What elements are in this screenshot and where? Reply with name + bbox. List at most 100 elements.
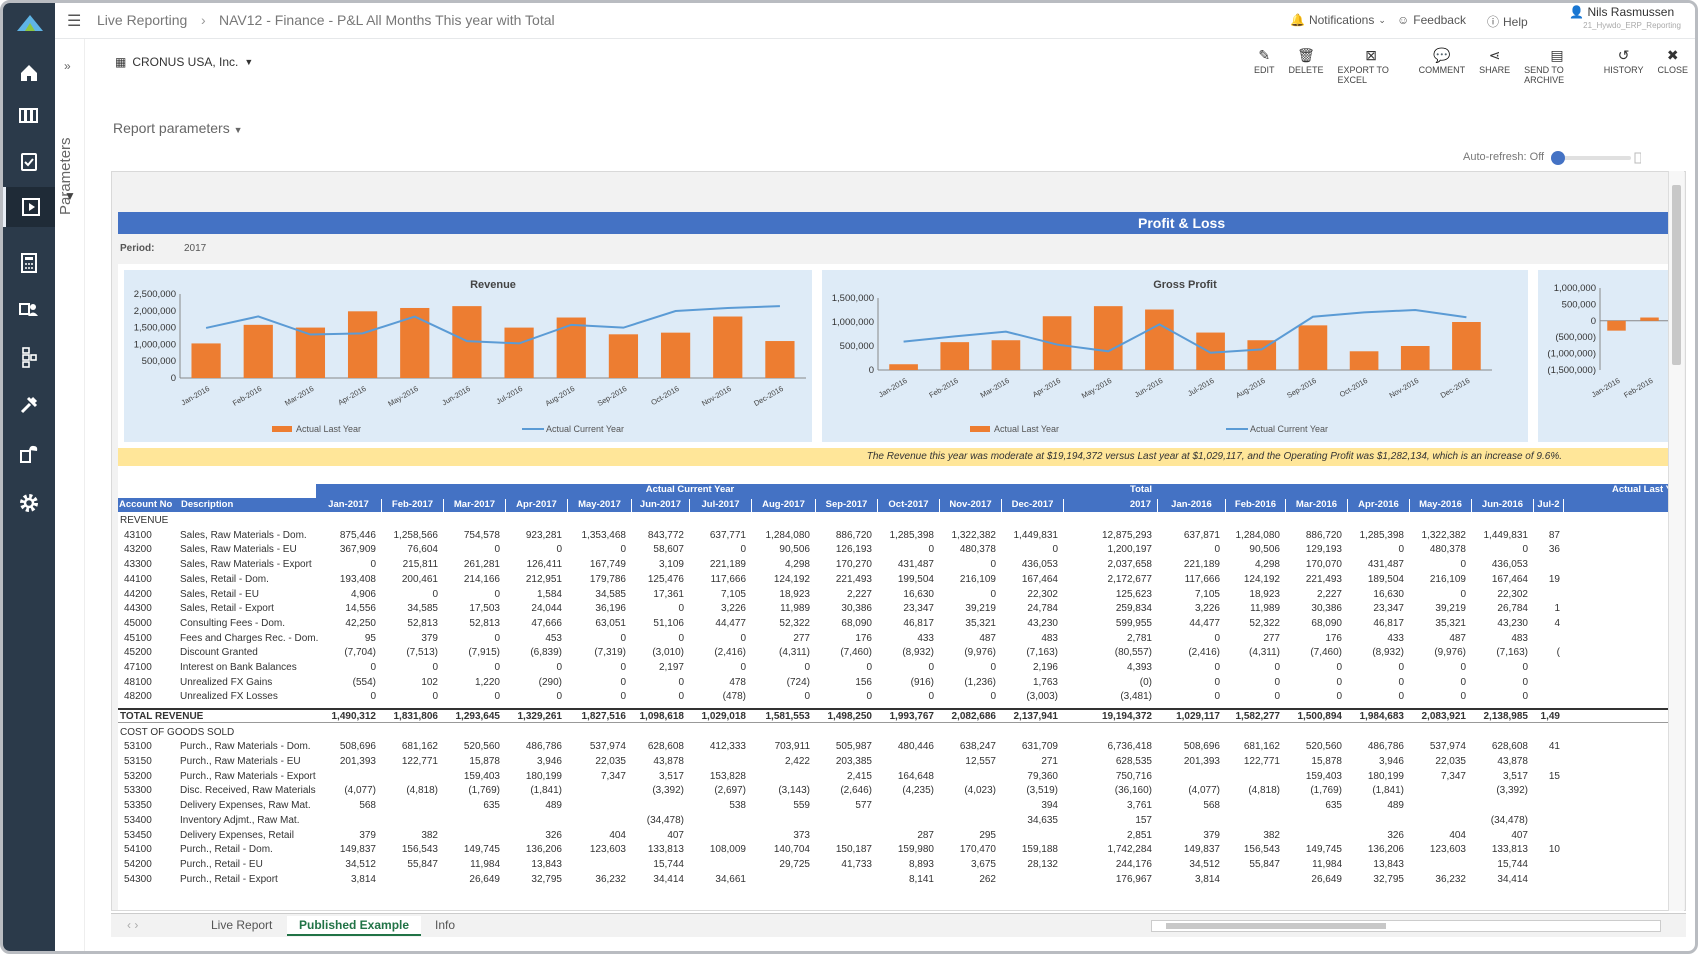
edit-button[interactable]: ✎ EDIT — [1254, 45, 1275, 85]
table-cell: 16,630 — [1373, 588, 1404, 600]
sheet-tabs: ‹ › Live Report Published Example Info — [111, 913, 1686, 937]
table-cell: 628,608 — [647, 741, 684, 753]
vertical-scroll-thumb[interactable] — [1672, 185, 1681, 365]
column-header[interactable]: Apr-2017 — [506, 499, 568, 512]
account-no: 44100 — [124, 573, 152, 585]
table-cell: 1,742,284 — [1107, 844, 1153, 856]
company-selector[interactable]: ▦ CRONUS USA, Inc. ▼ — [115, 55, 253, 69]
gear-icon[interactable] — [15, 489, 43, 517]
account-no: 45200 — [124, 647, 152, 659]
calculator-icon[interactable] — [15, 249, 43, 277]
toolbar-label: CLOSE — [1657, 65, 1688, 75]
table-cell: 95 — [364, 632, 376, 644]
share-button[interactable]: ⋖ SHARE — [1479, 45, 1510, 85]
column-header[interactable]: Jun-2016 — [1472, 499, 1534, 512]
filter-icon[interactable]: ▼ — [64, 189, 76, 203]
table-cell: 58,607 — [653, 544, 684, 556]
horizontal-scrollbar[interactable] — [1151, 920, 1661, 932]
vertical-scrollbar[interactable] — [1668, 171, 1684, 911]
column-header[interactable]: Feb-2017 — [382, 499, 444, 512]
cloud-data-icon[interactable] — [15, 439, 43, 467]
tools-icon[interactable] — [15, 391, 43, 419]
breadcrumb-live-reporting[interactable]: Live Reporting — [97, 12, 188, 28]
column-header[interactable]: Jan-2017 — [316, 499, 382, 512]
account-description: Consulting Fees - Dom. — [180, 617, 286, 629]
history-button[interactable]: ↺ HISTORY — [1604, 45, 1644, 85]
table-cell: 55,847 — [1249, 858, 1280, 870]
close-button[interactable]: ✖ CLOSE — [1657, 45, 1688, 85]
y-tick-label: 1,000,000 — [832, 317, 874, 328]
hamburger-menu-icon[interactable]: ☰ — [67, 13, 82, 30]
column-header[interactable]: Jan-2016 — [1158, 499, 1226, 512]
period-value: 2017 — [184, 243, 207, 254]
table-cell: 1,029,117 — [1176, 711, 1220, 723]
send-to-archive-button[interactable]: ▤ SEND TO ARCHIVE — [1524, 45, 1590, 86]
column-header[interactable]: Sep-2017 — [816, 499, 878, 512]
column-header[interactable]: Aug-2017 — [752, 499, 816, 512]
table-cell: 886,720 — [835, 529, 872, 541]
table-cell: 32,795 — [531, 873, 562, 885]
report-parameters-toggle[interactable]: Report parameters ▼ — [113, 120, 243, 136]
account-description: Sales, Raw Materials - Dom. — [180, 529, 307, 541]
table-cell: 379 — [421, 632, 438, 644]
export-to-excel-button[interactable]: ⊠ EXPORT TO EXCEL — [1338, 45, 1405, 86]
horizontal-scroll-thumb[interactable] — [1166, 923, 1386, 929]
clipboard-icon[interactable] — [15, 147, 43, 175]
column-header[interactable]: Dec-2017 — [1002, 499, 1064, 512]
column-header[interactable]: May-2017 — [568, 499, 632, 512]
table-cell: (9,976) — [964, 647, 996, 659]
tab-info[interactable]: Info — [435, 918, 456, 932]
user-menu[interactable]: 👤 Nils Rasmussen 21_Hywdo_ERP_Reporting — [1569, 6, 1681, 32]
table-cell: 176,967 — [1115, 873, 1152, 885]
tab-live-report[interactable]: Live Report — [211, 918, 273, 932]
users-icon[interactable] — [15, 295, 43, 323]
table-cell: (3,003) — [1026, 691, 1058, 703]
table-cell: 4,298 — [1254, 559, 1280, 571]
library-icon[interactable] — [15, 101, 43, 129]
comment-button[interactable]: 💬 COMMENT — [1419, 45, 1466, 85]
column-header[interactable]: Feb-2016 — [1226, 499, 1286, 512]
user-icon: 👤 — [1569, 5, 1585, 19]
column-header[interactable]: Description — [181, 499, 234, 510]
period-row: Period: 2017 — [118, 234, 1672, 264]
tab-published-example[interactable]: Published Example — [287, 916, 422, 936]
table-cell: 1,993,767 — [889, 711, 935, 723]
auto-refresh-toggle[interactable] — [1551, 150, 1641, 166]
table-cell: 43,878 — [653, 756, 684, 767]
delete-button[interactable]: 🗑 DELETE — [1289, 45, 1324, 85]
column-header[interactable]: Jun-2017 — [632, 499, 690, 512]
parameters-panel-toggle[interactable]: » Parameters ▼ — [55, 39, 85, 951]
table-cell: 2,781 — [1126, 632, 1152, 644]
live-report-icon[interactable] — [3, 187, 55, 227]
column-header[interactable]: Account No — [119, 499, 173, 510]
table-cell: 1,200,197 — [1107, 544, 1153, 556]
account-no: 47100 — [124, 662, 152, 673]
table-cell: 43,878 — [1497, 756, 1528, 767]
column-header[interactable]: Jul-2017 — [690, 499, 752, 512]
column-header[interactable]: Mar-2016 — [1286, 499, 1348, 512]
column-header[interactable]: 2017 — [1064, 499, 1158, 512]
y-tick-label: 2,000,000 — [134, 306, 176, 317]
column-header[interactable]: Mar-2017 — [444, 499, 506, 512]
column-header[interactable]: Nov-2017 — [940, 499, 1002, 512]
column-header[interactable]: Oct-2017 — [878, 499, 940, 512]
help-button[interactable]: ⓘ Help — [1487, 13, 1528, 30]
table-cell: 2,196 — [1032, 662, 1058, 673]
table-cell: (2,416) — [714, 647, 746, 659]
account-no: 53400 — [124, 814, 152, 826]
hierarchy-icon[interactable] — [15, 343, 43, 371]
x-tick-label: Dec-2016 — [752, 384, 785, 408]
tab-scroll-arrows[interactable]: ‹ › — [127, 918, 139, 932]
column-header[interactable]: Apr-2016 — [1348, 499, 1410, 512]
column-header[interactable]: May-2016 — [1410, 499, 1472, 512]
table-cell: 22,302 — [1497, 588, 1528, 600]
table-cell: 3,814 — [350, 873, 376, 885]
table-cell: 36,232 — [1435, 873, 1466, 885]
table-cell: 34,635 — [1027, 814, 1058, 826]
home-icon[interactable] — [15, 59, 43, 87]
column-header[interactable]: Jul-2 — [1534, 499, 1564, 512]
feedback-button[interactable]: ☺ Feedback — [1397, 13, 1466, 27]
notifications-button[interactable]: 🔔 Notifications ⌄ — [1290, 13, 1386, 27]
table-cell: 36 — [1548, 544, 1560, 556]
expand-chevron-icon[interactable]: » — [64, 59, 71, 73]
